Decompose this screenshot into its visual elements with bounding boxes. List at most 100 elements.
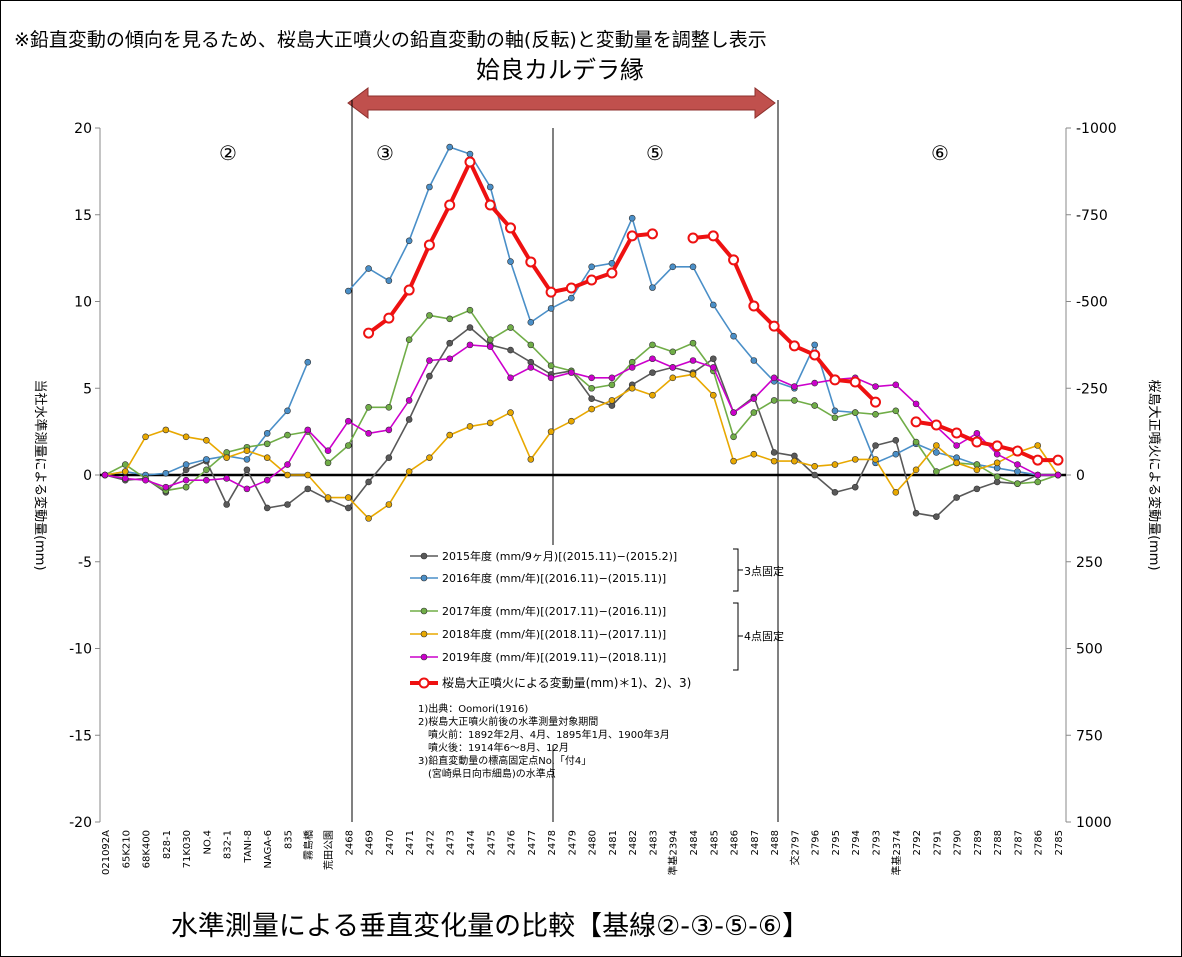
data-point bbox=[525, 256, 537, 268]
y2-tick-label: 250 bbox=[1076, 555, 1103, 571]
data-point bbox=[993, 450, 1001, 458]
data-point bbox=[304, 358, 312, 366]
caldera-label: 姶良カルデラ縁 bbox=[476, 56, 644, 84]
data-point bbox=[464, 156, 476, 168]
x-tick-label: 2488 bbox=[770, 830, 781, 855]
legend-label: 2015年度 (mm/9ヶ月)[(2015.11)−(2015.2)] bbox=[442, 549, 677, 563]
data-point bbox=[872, 456, 879, 463]
data-point bbox=[446, 355, 454, 363]
data-point bbox=[953, 442, 960, 449]
data-point bbox=[527, 341, 535, 349]
data-point bbox=[951, 427, 963, 439]
data-point bbox=[405, 237, 413, 245]
x-tick-label: 2475 bbox=[486, 830, 497, 855]
data-point bbox=[933, 468, 940, 475]
data-point bbox=[243, 485, 251, 493]
data-point bbox=[446, 339, 454, 347]
data-point bbox=[831, 414, 839, 422]
data-point bbox=[403, 284, 415, 296]
data-point bbox=[547, 428, 555, 435]
data-point bbox=[1034, 478, 1042, 486]
legend-note: 1)出典：Oomori(1916) bbox=[418, 702, 528, 715]
y-axis-label: 当社水準測量による変動量(mm) bbox=[32, 379, 48, 570]
data-point bbox=[223, 475, 230, 482]
x-tick-label: 2796 bbox=[811, 830, 822, 855]
data-point bbox=[405, 397, 413, 404]
data-point bbox=[324, 494, 332, 501]
legend-box bbox=[405, 545, 740, 745]
x-tick-label: NAGA-6 bbox=[263, 830, 274, 869]
y2-tick-label: 0 bbox=[1076, 468, 1085, 484]
x-tick-label: 2486 bbox=[730, 830, 741, 855]
y2-tick-label: 750 bbox=[1076, 728, 1103, 744]
region-label: ⑤ bbox=[646, 141, 664, 165]
data-point bbox=[728, 254, 740, 266]
data-point bbox=[912, 438, 920, 446]
data-point bbox=[750, 357, 758, 364]
data-point bbox=[304, 485, 312, 493]
data-point bbox=[892, 407, 900, 415]
data-point bbox=[791, 457, 798, 465]
x-tick-label: 2786 bbox=[1034, 830, 1045, 855]
data-point bbox=[646, 228, 658, 240]
data-point bbox=[426, 357, 433, 364]
data-point bbox=[750, 409, 758, 416]
data-point bbox=[892, 381, 900, 389]
x-tick-label: 荒田公園 bbox=[323, 830, 335, 870]
data-point bbox=[892, 489, 900, 496]
data-point bbox=[770, 397, 778, 404]
data-point bbox=[507, 346, 514, 354]
data-point bbox=[527, 456, 535, 463]
y2-tick-label: -1000 bbox=[1076, 121, 1117, 137]
data-point bbox=[223, 454, 230, 461]
data-point bbox=[444, 199, 456, 211]
data-point bbox=[203, 456, 210, 463]
region-label: ⑥ bbox=[931, 141, 949, 165]
caldera-arrow bbox=[347, 87, 776, 119]
legend-group: 3点固定 bbox=[744, 564, 784, 578]
data-point bbox=[466, 150, 474, 158]
legend-marker bbox=[418, 677, 430, 689]
data-point bbox=[121, 461, 129, 468]
series-line bbox=[104, 344, 1058, 490]
data-point bbox=[910, 416, 922, 428]
data-point bbox=[405, 336, 413, 343]
data-point bbox=[831, 407, 839, 415]
data-point bbox=[263, 454, 271, 461]
data-point bbox=[770, 449, 778, 456]
x-tick-label: NO.4 bbox=[202, 830, 213, 855]
data-point bbox=[953, 494, 960, 501]
x-tick-label: 準基2374 bbox=[890, 830, 903, 875]
x-tick-label: 2788 bbox=[993, 830, 1004, 855]
data-point bbox=[385, 501, 393, 508]
x-tick-label: 2469 bbox=[365, 830, 376, 855]
x-tick-label: 2787 bbox=[1013, 830, 1024, 855]
x-tick-label: 2480 bbox=[588, 830, 599, 855]
data-point bbox=[831, 489, 839, 496]
data-point bbox=[365, 404, 372, 411]
y2-tick-label: -500 bbox=[1076, 295, 1108, 311]
data-point bbox=[568, 369, 575, 376]
data-point bbox=[182, 476, 190, 484]
x-tick-label: 準基2394 bbox=[667, 830, 680, 875]
legend-group: 4点固定 bbox=[744, 629, 784, 643]
data-point bbox=[365, 515, 372, 522]
x-tick-label: 65K210 bbox=[121, 830, 132, 868]
y-tick-label: 15 bbox=[74, 208, 92, 224]
x-tick-label: 2785 bbox=[1054, 830, 1065, 855]
data-point bbox=[345, 494, 352, 501]
data-point bbox=[649, 391, 656, 399]
legend-bracket bbox=[733, 548, 743, 592]
data-point bbox=[608, 397, 616, 404]
data-point bbox=[223, 501, 230, 508]
data-point bbox=[1014, 480, 1021, 487]
data-point bbox=[892, 450, 900, 458]
data-point bbox=[203, 466, 210, 474]
x-tick-label: 2482 bbox=[628, 830, 639, 855]
data-point bbox=[669, 263, 677, 271]
data-point bbox=[466, 324, 474, 331]
x-tick-label: 2483 bbox=[648, 830, 659, 855]
data-point bbox=[872, 442, 879, 449]
x-tick-label: 2487 bbox=[750, 830, 761, 855]
